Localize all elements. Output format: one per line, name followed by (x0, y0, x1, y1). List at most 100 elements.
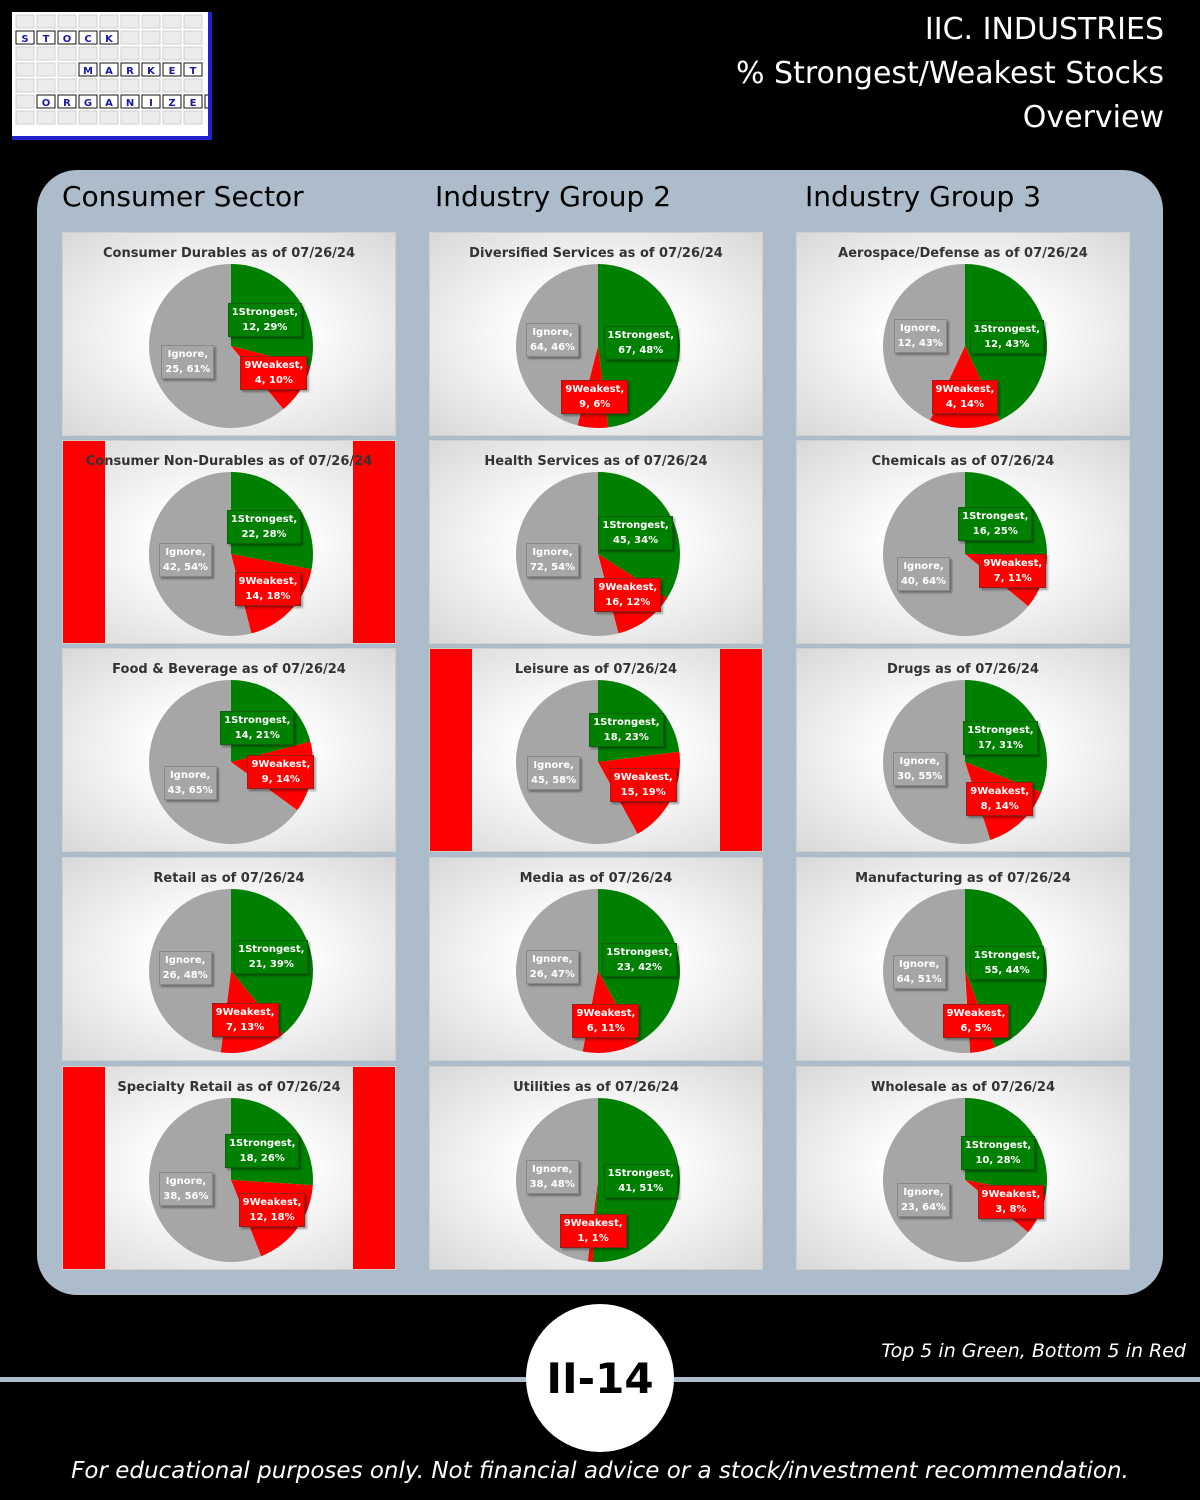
pie-chart-title: Diversified Services as of 07/26/24 (469, 246, 723, 261)
logo-cell (78, 78, 98, 93)
logo-letter-box (78, 30, 98, 45)
logo-letter: A (105, 98, 113, 109)
pie-chart-tile: Diversified Services as of 07/26/24 1Stro… (429, 232, 763, 436)
logo-letter-box (141, 62, 161, 77)
pie-slice-ignore (882, 472, 1029, 636)
logo-letter: I (149, 98, 153, 109)
logo-cell (78, 14, 98, 29)
logo-cell (36, 78, 56, 93)
disclaimer: For educational purposes only. Not finan… (71, 1458, 1129, 1484)
logo-cell (120, 78, 140, 93)
pie-data-label-strongest: 1Strongest, 55, 44% (969, 946, 1045, 980)
pie-chart-tile: Specialty Retail as of 07/26/24 1Stronges… (62, 1066, 396, 1270)
pie-data-label-strongest: 1Strongest, 22, 28% (226, 509, 302, 544)
logo-cell (99, 46, 119, 61)
pie-chart-tile: Aerospace/Defense as of 07/26/24 1Stronge… (796, 232, 1130, 436)
pie-data-label-weakest: 9Weakest, 7, 13% (211, 1002, 279, 1037)
pie-chart-title: Health Services as of 07/26/24 (484, 454, 708, 469)
pie-chart-tile: Health Services as of 07/26/24 1Strongest… (429, 440, 763, 644)
pie-chart-tile: Leisure as of 07/26/24 1Strongest, 18, 23%… (429, 648, 763, 852)
pie-data-label-strongest: 1Strongest, 21, 39% (234, 939, 309, 974)
logo-letter-box (78, 94, 98, 109)
logo-letter-box (162, 94, 182, 109)
highlight-bar (63, 1067, 105, 1269)
pie-data-label-weakest: 9Weakest, 1, 1% (559, 1213, 627, 1248)
pie-chart-tile: Food & Beverage as of 07/26/24 1Strongest… (62, 648, 396, 852)
logo-letter-box (99, 94, 119, 109)
pie-chart (148, 1098, 314, 1262)
logo-letter: A (105, 66, 113, 77)
logo-letter-box (15, 30, 35, 45)
pie-data-label-ignore: Ignore, 45, 58% (527, 756, 581, 791)
logo-cell (57, 110, 77, 125)
pie-chart-title: Specialty Retail as of 07/26/24 (117, 1080, 341, 1095)
pie-chart-title: Manufacturing as of 07/26/24 (855, 871, 1071, 886)
logo-letter-box (57, 94, 77, 109)
pie-data-label-weakest: 9Weakest, 7, 11% (979, 554, 1047, 589)
pie-data-label-strongest: 1Strongest, 12, 43% (969, 319, 1044, 354)
logo-cell (15, 110, 35, 125)
logo-cell (57, 46, 77, 61)
pie-data-label-weakest: 9Weakest, 9, 14% (247, 754, 315, 789)
logo-letter: O (42, 98, 51, 109)
logo-cell (36, 62, 56, 77)
pie-data-label-weakest: 9Weakest, 15, 19% (609, 768, 677, 803)
logo-letter-box (162, 62, 182, 77)
pie-chart-tile: Consumer Non-Durables as of 07/26/24 1Str… (62, 440, 396, 644)
logo-cell (99, 14, 119, 29)
logo-cell (99, 110, 119, 125)
logo-letter-box (99, 62, 119, 77)
logo-letter: M (83, 66, 93, 77)
logo-letter: S (21, 34, 28, 45)
pie-chart (515, 472, 680, 636)
pie-data-label-strongest: 1Strongest, 18, 26% (225, 1133, 300, 1168)
stock-market-organizer-logo: STOCKMARKETORGANIZER (12, 12, 212, 140)
pie-data-label-weakest: 9Weakest, 12, 18% (238, 1192, 306, 1227)
pie-data-label-weakest: 9Weakest, 16, 12% (594, 578, 662, 613)
logo-cell (15, 78, 35, 93)
logo-letter: T (190, 66, 197, 77)
pie-data-label-ignore: Ignore, 12, 43% (893, 318, 947, 353)
pie-data-label-strongest: 1Strongest, 17, 31% (963, 721, 1038, 756)
logo-letter: O (63, 34, 72, 45)
pie-data-label-weakest: 9Weakest, 6, 5% (942, 1003, 1010, 1038)
logo-letter: K (105, 34, 114, 45)
highlight-bar (720, 649, 762, 851)
pie-data-label-ignore: Ignore, 25, 61% (161, 344, 215, 379)
highlight-bar (63, 441, 105, 643)
logo-cell (183, 46, 203, 61)
pie-chart-title: Consumer Durables as of 07/26/24 (102, 246, 355, 261)
pie-data-label-ignore: Ignore, 43, 65% (163, 765, 217, 800)
logo-cell (36, 14, 56, 29)
logo-cell (15, 14, 35, 29)
logo-cell (36, 46, 56, 61)
logo-cell (183, 30, 203, 45)
pie-chart-title: Chemicals as of 07/26/24 (871, 454, 1055, 469)
logo-letter-box (78, 62, 98, 77)
highlight-bar (353, 1067, 395, 1269)
pie-chart-tile: Retail as of 07/26/24 1Strongest, 21, 39% 9… (62, 857, 396, 1061)
logo-letter-box (120, 94, 140, 109)
title-line-1: IIC. INDUSTRIES (924, 12, 1164, 47)
pie-data-label-ignore: Ignore, 72, 54% (525, 542, 580, 577)
pie-data-label-strongest: 1Strongest, 23, 42% (602, 943, 677, 978)
logo-cell (162, 14, 182, 29)
pie-data-label-strongest: 1Strongest, 67, 48% (603, 326, 678, 361)
pie-data-label-ignore: Ignore, 26, 47% (525, 949, 579, 984)
pie-data-label-strongest: 1Strongest, 12, 29% (227, 302, 303, 337)
logo-cell (141, 14, 161, 29)
pie-data-label-strongest: 1Strongest, 41, 51% (603, 1164, 678, 1199)
logo-cell (120, 30, 140, 45)
page-title: IIC. INDUSTRIES % Strongest/Weakest Stoc… (736, 8, 1164, 140)
logo-cell (15, 94, 35, 109)
pie-data-label-strongest: 1Strongest, 45, 34% (598, 516, 673, 551)
logo-cell (36, 110, 56, 125)
logo-cell (57, 14, 77, 29)
pie-data-label-weakest: 9Weakest, 14, 18% (234, 571, 302, 606)
logo-letter-box (36, 94, 56, 109)
logo-cell (141, 78, 161, 93)
logo-letter-box (36, 30, 56, 45)
logo-letter: Z (168, 98, 175, 109)
pie-data-label-ignore: Ignore, 23, 64% (896, 1182, 951, 1217)
logo-letter-box (183, 94, 203, 109)
